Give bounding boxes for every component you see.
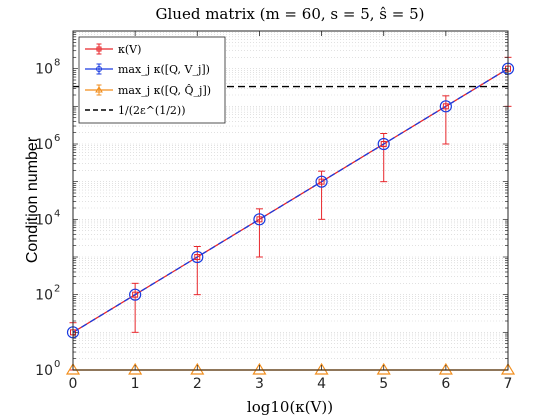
y-tick-label-base: 10	[35, 212, 53, 228]
y-tick-label-exp: 4	[54, 208, 60, 219]
legend-label: max_j κ([Q, Q̂_j])	[118, 84, 211, 97]
x-tick-label: 5	[379, 376, 388, 392]
legend-marker-circle	[96, 66, 102, 72]
series-kappa-v-point	[318, 178, 325, 185]
series-qq-point	[65, 362, 81, 375]
series-qq-point	[128, 362, 143, 375]
y-tick-label-base: 10	[35, 363, 53, 379]
x-tick-label: 3	[255, 376, 264, 392]
series-qv-point	[129, 288, 142, 301]
series-qv-point	[191, 250, 204, 264]
legend-marker-triangle	[95, 86, 103, 93]
series-kappa-v-point	[442, 103, 449, 110]
legend: κ(V) max_j κ([Q, V_j]) max_j κ([Q, Q̂_j]) 1…	[78, 36, 226, 124]
series-qv-point	[439, 100, 452, 113]
series-qv-point	[377, 137, 390, 151]
y-axis-label: Condition number	[24, 136, 41, 263]
series-qq-point	[376, 362, 391, 375]
x-tick-label: 7	[504, 376, 513, 392]
series-kappa-v-point	[380, 141, 387, 147]
y-tick-label-exp: 2	[54, 284, 60, 295]
y-tick-label-base: 10	[35, 288, 53, 304]
series-qq-point	[500, 362, 516, 375]
x-tick-label: 1	[131, 376, 140, 392]
legend-label: max_j κ([Q, V_j])	[118, 63, 210, 76]
series-qq-point	[252, 362, 267, 375]
series-qv-point	[315, 175, 328, 188]
legend-box	[78, 36, 226, 124]
x-tick-label: 0	[69, 376, 78, 392]
series-kappa-v-point	[132, 291, 139, 298]
y-tick-label-exp: 0	[54, 359, 60, 370]
legend-marker-square	[96, 46, 102, 52]
series-qq-point	[438, 362, 453, 375]
x-tick-label: 4	[317, 376, 326, 392]
chart-title: Glued matrix (m = 60, s = 5, ŝ = 5)	[156, 5, 425, 23]
series-qv-point	[253, 213, 266, 226]
y-tick-label-base: 10	[35, 62, 53, 78]
y-tick-label-exp: 8	[54, 58, 60, 69]
x-axis-label: log10(κ(V))	[247, 398, 333, 416]
legend-label: 1/(2ε^(1/2))	[118, 104, 186, 117]
series-qq-point	[314, 362, 329, 375]
x-tick-label: 6	[441, 376, 450, 392]
series-kappa-v-point	[194, 254, 201, 260]
y-tick-label-base: 10	[35, 137, 53, 153]
series-qv-line	[72, 68, 509, 333]
y-tick-label-exp: 6	[54, 133, 60, 144]
plot-area-frame	[72, 30, 509, 371]
series-kappa-v-point	[256, 216, 263, 223]
legend-label: κ(V)	[118, 43, 141, 56]
series-qq-point	[190, 362, 205, 375]
x-tick-label: 2	[193, 376, 202, 392]
